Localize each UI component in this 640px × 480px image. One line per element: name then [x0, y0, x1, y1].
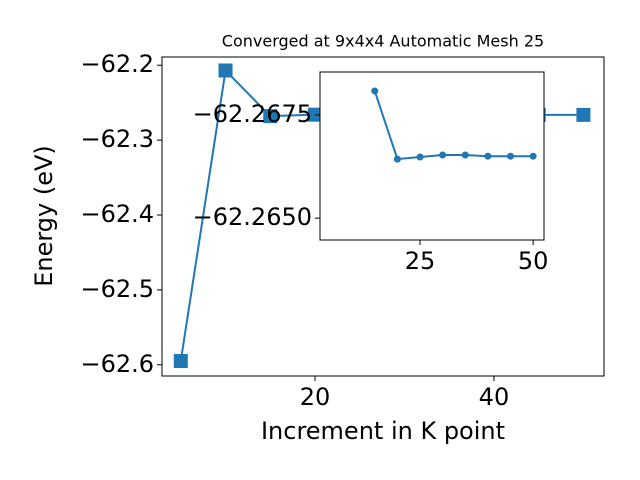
series-line — [373, 90, 534, 161]
y-tick-label: −62.2 — [80, 50, 154, 78]
y-tick-label: −62.5 — [80, 275, 154, 303]
marker — [439, 151, 447, 159]
plot — [371, 87, 537, 163]
marker — [484, 152, 492, 160]
x-tick-label: 50 — [518, 247, 549, 275]
marker — [263, 109, 278, 124]
axes-frame — [319, 71, 545, 241]
marker — [461, 151, 469, 159]
marker — [507, 152, 515, 160]
y-tick-label: −62.4 — [80, 200, 154, 228]
axes: 25 50 −62.2675 −62.2650 — [193, 71, 549, 275]
marker — [173, 354, 188, 369]
y-tick-label: −62.2675 — [193, 100, 312, 128]
marker — [416, 153, 424, 161]
axes-frame — [161, 56, 605, 377]
marker — [371, 87, 379, 95]
x-tick-label: 25 — [405, 247, 436, 275]
marker — [218, 63, 233, 78]
marker — [393, 155, 401, 163]
chart-title: Converged at 9x4x4 Automatic Mesh 25 — [222, 32, 544, 51]
marker — [576, 107, 591, 122]
x-axis-label: Increment in K point — [261, 417, 505, 445]
x-tick-label: 40 — [479, 383, 510, 411]
x-tick-label: 20 — [300, 383, 331, 411]
y-axis-label: Energy (eV) — [30, 145, 58, 287]
y-tick-label: −62.2650 — [193, 203, 312, 231]
y-tick-label: −62.3 — [80, 125, 154, 153]
marker — [529, 152, 537, 160]
y-tick-label: −62.6 — [80, 350, 154, 378]
